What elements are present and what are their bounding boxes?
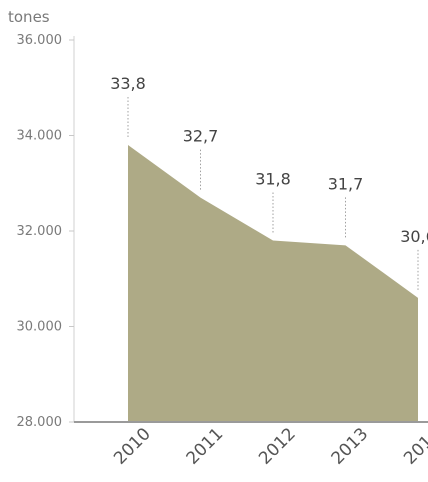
x-tick-label: 2014 xyxy=(400,424,428,469)
data-label: 33,8 xyxy=(110,74,146,93)
data-label: 31,7 xyxy=(328,174,364,193)
x-tick-label: 2011 xyxy=(183,424,228,469)
y-tick-label: 32.000 xyxy=(17,224,63,239)
y-tick-label: 28.000 xyxy=(17,415,63,430)
x-tick-label: 2013 xyxy=(328,424,373,469)
y-tick-label: 34.000 xyxy=(17,129,63,144)
y-tick-label: 30.000 xyxy=(17,320,63,335)
area-series xyxy=(128,145,418,423)
x-tick-label: 2012 xyxy=(255,424,300,469)
data-label: 30,6 xyxy=(400,227,428,246)
plot-area: 36.000 34.000 32.000 30.000 28.000 33,8 32,7 31… xyxy=(17,33,428,469)
data-label: 32,7 xyxy=(183,127,219,146)
y-axis-unit-label: tones xyxy=(8,8,50,26)
y-tick-label: 36.000 xyxy=(17,33,63,48)
data-label: 31,8 xyxy=(255,170,291,189)
x-tick-label: 2010 xyxy=(110,424,155,469)
